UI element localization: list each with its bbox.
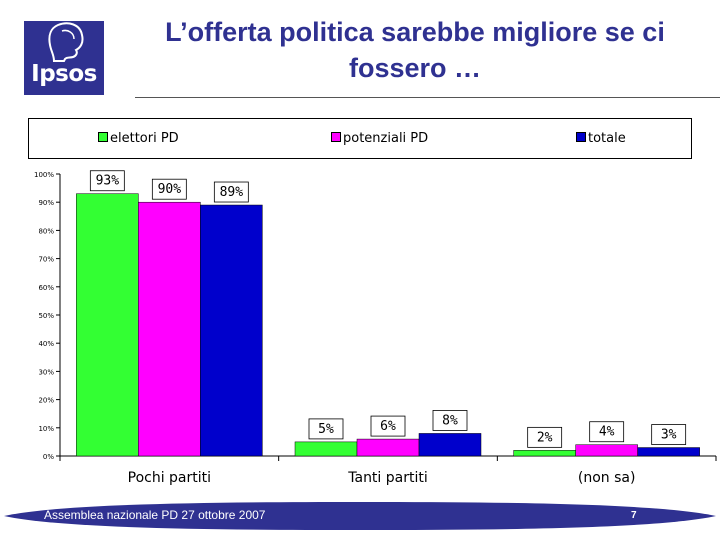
legend-item-totale: totale xyxy=(576,131,626,146)
y-tick-label: 50% xyxy=(38,312,54,320)
data-label: 89% xyxy=(220,185,244,200)
bar xyxy=(575,444,638,457)
data-label: 2% xyxy=(537,430,553,445)
logo-face-icon xyxy=(48,22,84,62)
bar xyxy=(138,201,201,457)
data-label: 5% xyxy=(318,422,334,437)
bar xyxy=(513,450,576,457)
x-tick-label: (non sa) xyxy=(578,470,636,486)
title-divider xyxy=(135,97,720,98)
data-label: 4% xyxy=(599,425,615,440)
data-label-box xyxy=(651,424,687,445)
data-label: 90% xyxy=(158,182,182,197)
bar xyxy=(637,447,700,457)
data-label: 93% xyxy=(96,174,120,189)
data-label-box xyxy=(432,410,468,431)
bar xyxy=(76,193,139,457)
legend-item-potenziali: potenziali PD xyxy=(331,131,428,146)
y-tick-label: 70% xyxy=(38,256,54,264)
y-tick-label: 10% xyxy=(38,425,54,433)
legend-swatch-potenziali xyxy=(331,132,341,142)
y-tick-label: 20% xyxy=(38,397,54,405)
data-label-box xyxy=(370,415,406,437)
bar xyxy=(200,204,263,457)
bar xyxy=(418,433,482,457)
slide-title: L’offerta politica sarebbe migliore se c… xyxy=(165,17,665,83)
chart-legend: elettori PD potenziali PD totale xyxy=(28,118,692,159)
y-tick-label: 30% xyxy=(38,368,54,376)
bar-chart: 0% 10% 20% 30% 40% 50% 60% 70% 80% 90% 100% 93% 90% 8… xyxy=(34,170,717,486)
y-tick-label: 60% xyxy=(38,284,54,292)
data-label: 8% xyxy=(442,413,458,428)
data-label: 3% xyxy=(661,428,677,443)
data-label-box xyxy=(151,178,187,200)
legend-swatch-totale xyxy=(576,132,586,142)
logo-text: Ipsos xyxy=(31,61,97,87)
footer-text: Assemblea nazionale PD 27 ottobre 2007 xyxy=(44,508,266,522)
bar xyxy=(356,438,420,457)
data-label-box xyxy=(308,418,344,440)
data-label-box xyxy=(89,170,125,192)
data-label-box xyxy=(213,181,249,203)
bar xyxy=(294,441,358,457)
y-tick-label: 40% xyxy=(38,340,54,348)
y-tick-label: 100% xyxy=(34,171,54,179)
data-label: 6% xyxy=(380,419,396,434)
legend-swatch-elettori xyxy=(98,132,108,142)
legend-item-elettori: elettori PD xyxy=(98,131,179,146)
legend-label-totale: totale xyxy=(588,131,626,146)
ipsos-logo: Ipsos xyxy=(24,21,104,95)
data-label-box xyxy=(589,421,625,443)
y-tick-label: 90% xyxy=(38,199,54,207)
legend-label-potenziali: potenziali PD xyxy=(343,131,429,146)
x-tick-label: Pochi partiti xyxy=(128,470,211,486)
footer-bar: Assemblea nazionale PD 27 ottobre 2007 7 xyxy=(0,500,720,532)
data-label-box xyxy=(527,426,563,448)
page-number: 7 xyxy=(631,510,637,521)
y-tick-label: 0% xyxy=(43,453,54,461)
x-tick-label: Tanti partiti xyxy=(347,470,428,486)
y-tick-label: 80% xyxy=(38,227,54,235)
legend-label-elettori: elettori PD xyxy=(110,131,179,146)
footer-background xyxy=(4,502,716,530)
